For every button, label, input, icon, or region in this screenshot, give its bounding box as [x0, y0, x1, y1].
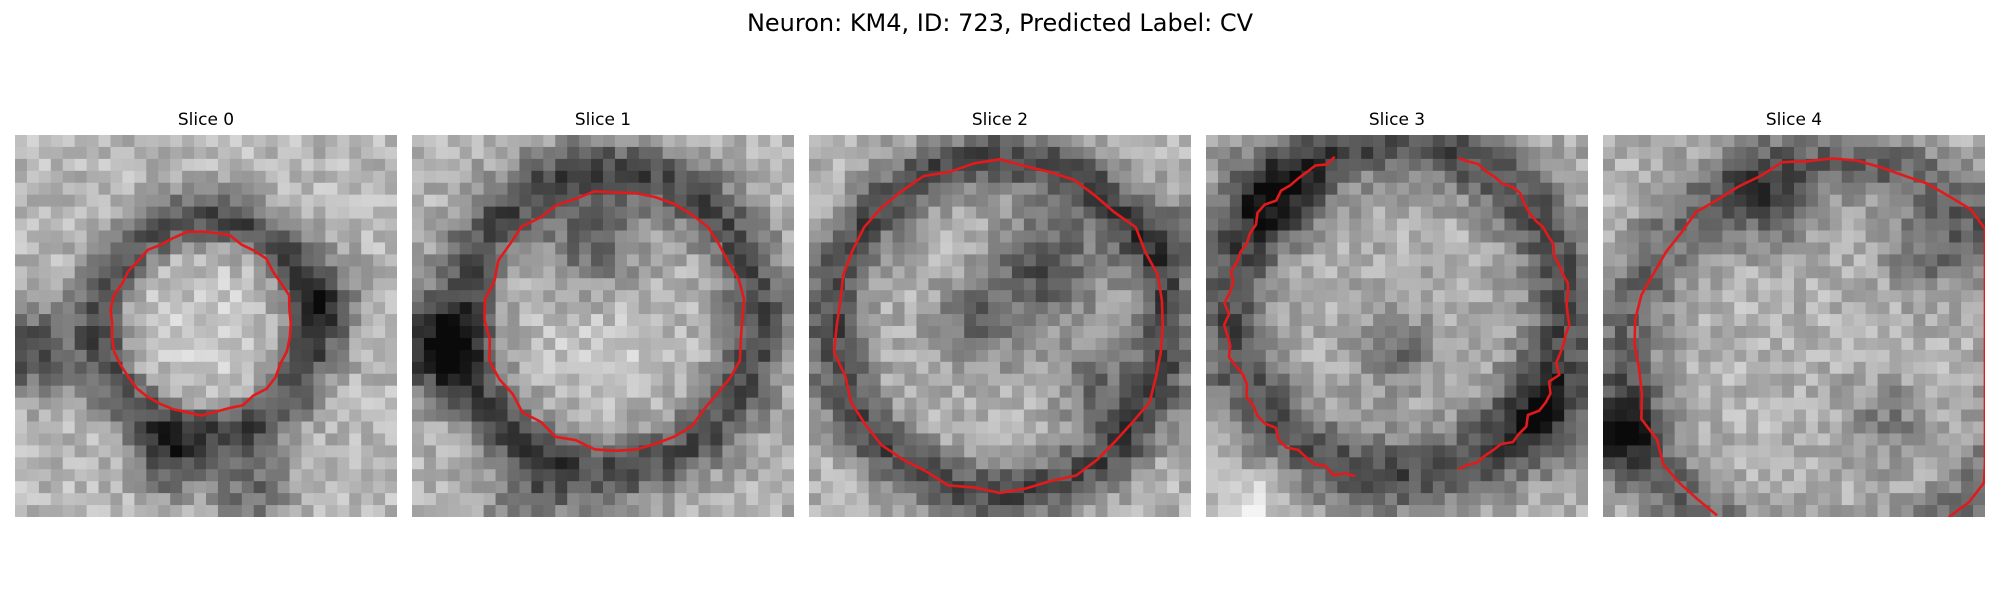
slice-panel-1: Slice 1	[412, 108, 794, 517]
pixel-grid	[809, 135, 1191, 517]
slice-panel-0: Slice 0	[15, 108, 397, 517]
pixel-grid	[15, 135, 397, 517]
slice-svg	[15, 135, 397, 517]
slice-svg	[1206, 135, 1588, 517]
slice-title: Slice 3	[1368, 110, 1426, 130]
slice-title: Slice 4	[1765, 110, 1823, 130]
slice-image	[1206, 135, 1588, 517]
slice-title: Slice 0	[177, 110, 235, 130]
figure-title: Neuron: KM4, ID: 723, Predicted Label: C…	[746, 9, 1254, 37]
slice-panel-3: Slice 3	[1206, 108, 1588, 517]
segmentation-contour	[832, 157, 1164, 495]
slice-title: Slice 2	[971, 110, 1029, 130]
slice-panel-2: Slice 2	[809, 108, 1191, 517]
slice-image	[1603, 135, 1985, 517]
pixel-grid	[1206, 135, 1588, 517]
slice-image	[15, 135, 397, 517]
segmentation-contour	[1633, 157, 1985, 517]
slice-title: Slice 1	[574, 110, 632, 130]
slice-svg	[1603, 135, 1985, 517]
slice-image	[809, 135, 1191, 517]
slice-svg	[412, 135, 794, 517]
pixel-grid	[1603, 135, 1985, 517]
segmentation-contour	[483, 189, 746, 453]
segmentation-contour	[109, 230, 293, 417]
pixel-grid	[412, 135, 794, 517]
slice-image	[412, 135, 794, 517]
segmentation-contour	[1457, 157, 1571, 471]
segmentation-contour	[1222, 155, 1356, 478]
slice-panel-4: Slice 4	[1603, 108, 1985, 517]
slice-svg	[809, 135, 1191, 517]
